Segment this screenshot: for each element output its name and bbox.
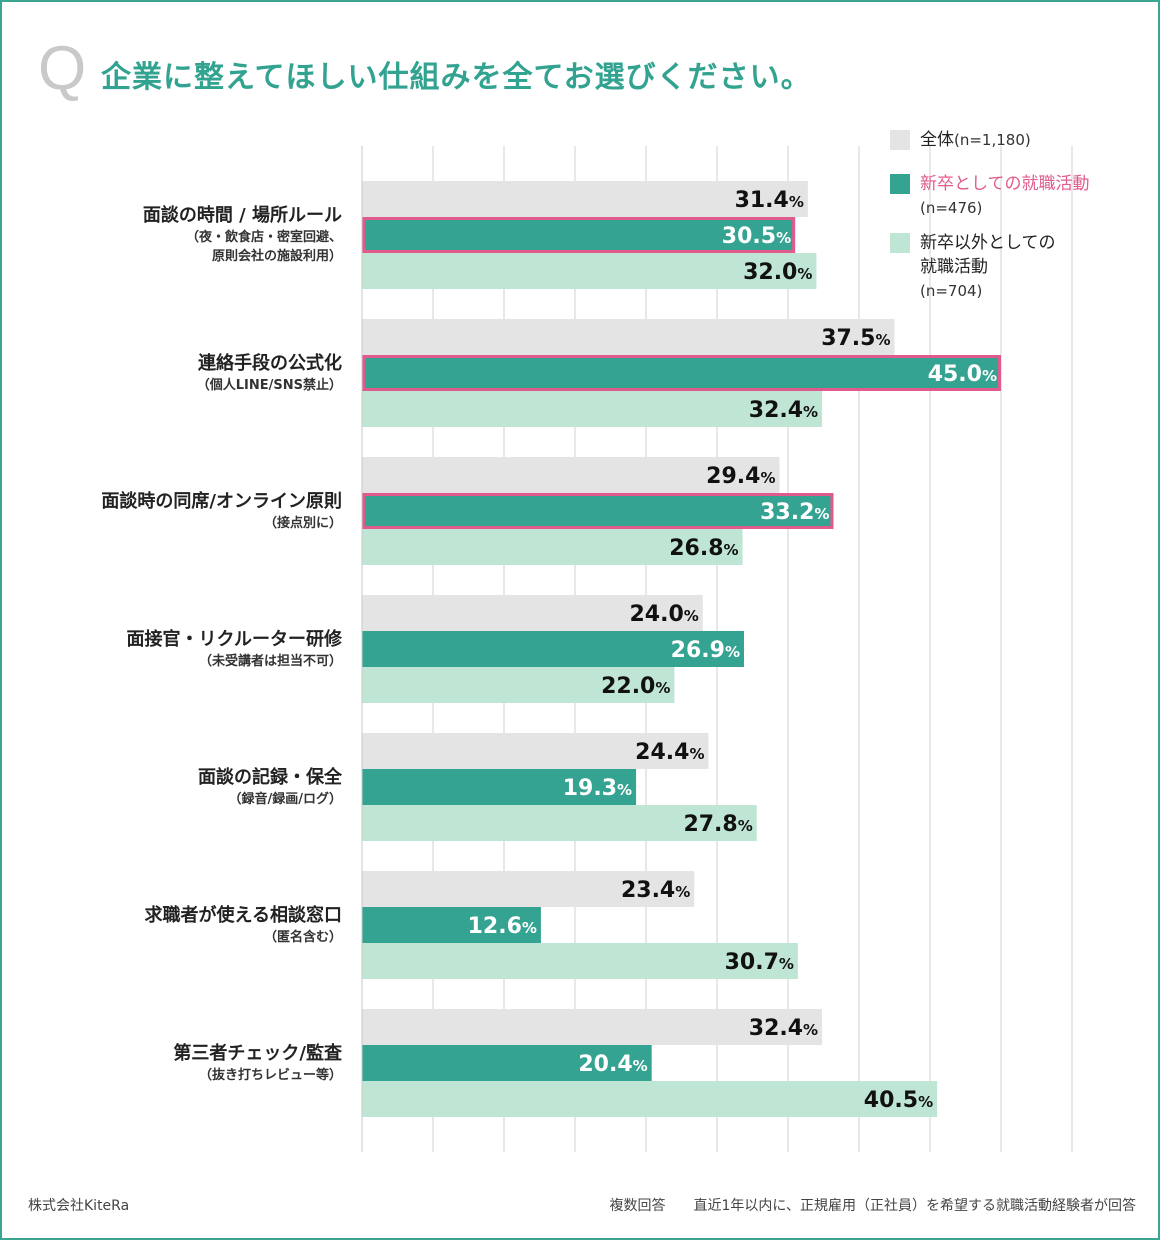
data-label: 22.0% <box>601 674 670 699</box>
category-label: 求職者が使える相談窓口 （匿名含む） <box>145 904 342 947</box>
legend-swatch-new-grad <box>890 174 910 194</box>
category-label-main: 面談の記録・保全 <box>198 766 342 788</box>
category-label: 面接官・リクルーター研修 （未受講者は担当不可） <box>127 628 342 671</box>
bar <box>362 667 675 703</box>
category-label-main: 面談の時間 / 場所ルール <box>142 205 342 226</box>
bar <box>362 493 834 529</box>
category-label-main: 連絡手段の公式化 <box>198 352 342 374</box>
chart-title: 企業に整えてほしい仕組みを全てお選びください。 <box>101 60 812 95</box>
category-label-sub: （接点別に） <box>263 515 342 531</box>
company-name: 株式会社KiteRa <box>28 1198 130 1214</box>
category-label-sub: （抜き打ちレビュー等） <box>198 1067 342 1083</box>
bar <box>362 871 695 907</box>
data-label: 30.7% <box>725 950 794 975</box>
data-label: 19.3% <box>563 776 632 801</box>
bar <box>362 943 798 979</box>
category-label-main: 面接官・リクルーター研修 <box>126 628 342 650</box>
highlight-border <box>362 355 1001 391</box>
legend-label2-non-new-grad: 就職活動 <box>920 257 988 277</box>
bar <box>362 319 895 355</box>
bar <box>362 769 637 805</box>
footnote: 複数回答 直近1年以内に、正規雇用（正社員）を希望する就職活動経験者が回答 <box>609 1198 1137 1214</box>
bar <box>362 631 744 667</box>
bar <box>362 907 541 943</box>
bar <box>362 181 808 217</box>
category-label: 連絡手段の公式化 （個人LINE/SNS禁止） <box>197 352 342 395</box>
category-label: 面談時の同席/オンライン原則 （接点別に） <box>101 490 342 533</box>
data-label: 24.0% <box>629 602 698 627</box>
highlight-border <box>362 493 834 529</box>
category-label-main: 第三者チェック/監査 <box>173 1042 342 1064</box>
data-label: 26.9% <box>671 638 740 663</box>
bar <box>362 805 757 841</box>
bar <box>362 733 709 769</box>
data-label: 24.4% <box>635 740 704 765</box>
highlight-border <box>362 217 796 253</box>
data-label: 33.2% <box>760 500 829 525</box>
legend-label-non-new-grad: 新卒以外としての <box>920 233 1056 253</box>
data-label: 40.5% <box>864 1088 933 1113</box>
legend-label-new-grad: 新卒としての就職活動 <box>920 174 1090 194</box>
bar <box>362 529 743 565</box>
bar <box>362 457 780 493</box>
data-label: 29.4% <box>706 464 775 489</box>
category-label-sub: （個人LINE/SNS禁止） <box>196 377 342 393</box>
category-label: 面談の時間 / 場所ルール （夜・飲食店・密室回避、原則会社の施設利用） <box>143 204 342 266</box>
data-label: 23.4% <box>621 878 690 903</box>
category-label: 面談の記録・保全 （録音/録画/ログ） <box>198 766 342 809</box>
bar <box>362 1045 652 1081</box>
data-label: 27.8% <box>683 812 752 837</box>
bar <box>362 253 817 289</box>
category-label-sub: （夜・飲食店・密室回避、 <box>185 230 342 245</box>
data-label: 12.6% <box>468 914 537 939</box>
data-label: 32.4% <box>749 1016 818 1041</box>
bar <box>362 1009 823 1045</box>
question-mark-icon: Q <box>38 34 87 103</box>
data-label: 32.4% <box>749 398 818 423</box>
category-label-main: 求職者が使える相談窓口 <box>144 904 342 926</box>
legend-swatch-all <box>890 130 910 150</box>
category-label: 第三者チェック/監査 （抜き打ちレビュー等） <box>173 1042 342 1085</box>
category-label-sub: （録音/録画/ログ） <box>228 791 343 807</box>
bar <box>362 391 823 427</box>
category-label-main: 面談時の同席/オンライン原則 <box>101 490 342 512</box>
data-label: 45.0% <box>928 362 997 387</box>
bar <box>362 355 1001 391</box>
category-label-sub: （未受講者は担当不可） <box>198 653 342 669</box>
data-label: 30.5% <box>722 224 791 249</box>
bar <box>362 1081 938 1117</box>
data-label: 20.4% <box>578 1052 647 1077</box>
bar <box>362 595 703 631</box>
legend-swatch-non-new-grad <box>890 233 910 253</box>
data-label: 32.0% <box>743 260 812 285</box>
legend-n-non-new-grad: (n=704) <box>920 282 983 300</box>
category-label-sub: 原則会社の施設利用） <box>211 249 342 264</box>
legend-label-all: 全体 <box>920 130 954 150</box>
category-label-sub: （匿名含む） <box>263 929 342 945</box>
bar <box>362 217 796 253</box>
data-label: 31.4% <box>735 188 804 213</box>
data-label: 26.8% <box>669 536 738 561</box>
data-label: 37.5% <box>821 326 890 351</box>
legend-n-new-grad: (n=476) <box>920 199 983 217</box>
legend-n-all: (n=1,180) <box>954 131 1031 149</box>
